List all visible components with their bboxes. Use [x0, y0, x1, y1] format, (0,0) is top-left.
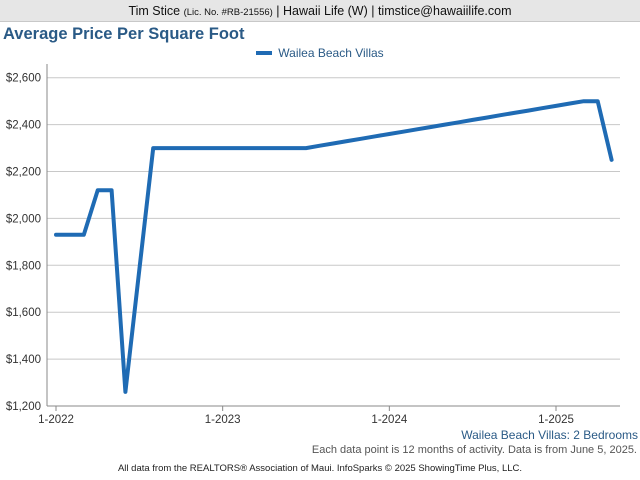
chart-title: Average Price Per Square Foot — [3, 25, 245, 43]
x-tick-label: 1-2023 — [205, 414, 241, 426]
chart-legend: Wailea Beach Villas — [0, 46, 640, 60]
y-tick-label: $1,400 — [6, 354, 41, 366]
y-tick-label: $2,000 — [6, 213, 41, 225]
agent-header-bar: Tim Stice (Lic. No. #RB-21556) | Hawaii … — [0, 0, 640, 22]
y-tick-label: $1,600 — [6, 307, 41, 319]
agent-name: Tim Stice — [128, 4, 181, 18]
x-tick-label: 1-2024 — [371, 414, 407, 426]
x-tick-label: 1-2022 — [38, 414, 74, 426]
series-line-wailea-beach-villas — [54, 99, 614, 394]
y-tick-label: $2,400 — [6, 120, 41, 132]
footer-credits: All data from the REALTORS® Association … — [117, 463, 523, 474]
y-tick-label: $2,600 — [6, 73, 41, 85]
y-tick-label: $1,200 — [6, 401, 41, 413]
x-tick-label: 1-2025 — [538, 414, 574, 426]
y-tick-label: $1,800 — [6, 260, 41, 272]
agent-contact: | Hawaii Life (W) | timstice@hawaiilife.… — [276, 4, 512, 18]
legend-label: Wailea Beach Villas — [278, 46, 384, 60]
legend-swatch — [256, 50, 273, 55]
data-note: Each data point is 12 months of activity… — [311, 444, 637, 456]
agent-license: (Lic. No. #RB-21556) — [183, 7, 273, 18]
y-tick-label: $2,200 — [6, 167, 41, 179]
chart-subtitle: Wailea Beach Villas: 2 Bedrooms — [461, 428, 638, 442]
